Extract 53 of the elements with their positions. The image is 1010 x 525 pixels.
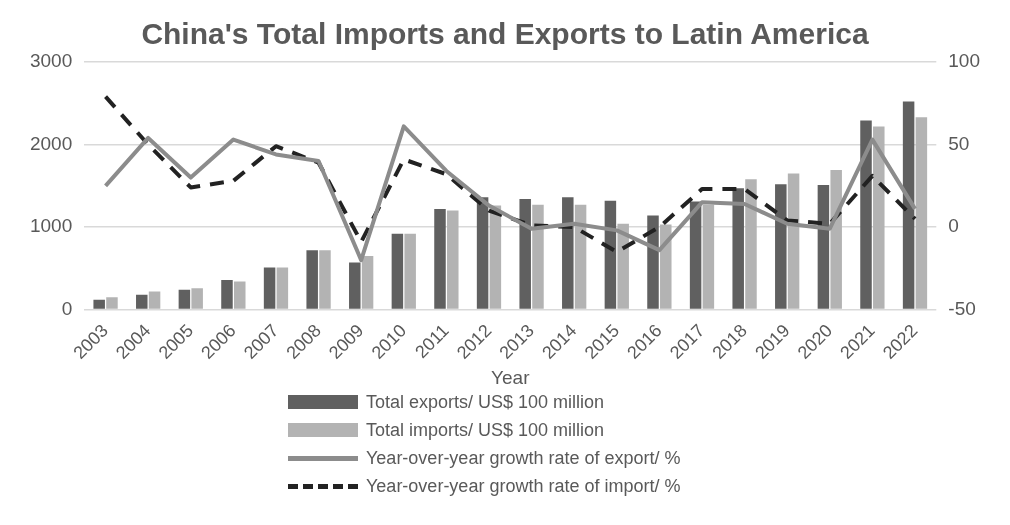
bar [775,184,787,309]
bar [136,294,148,309]
y-tick-label: 3000 [29,50,73,72]
bar [221,279,233,309]
bar [915,117,928,309]
bar [689,201,702,309]
bar [106,297,118,309]
legend-label: Total exports/ US$ 100 million [366,391,605,413]
bar [532,204,544,309]
bar [263,267,276,309]
chart-title: China's Total Imports and Exports to Latin America [141,17,869,51]
bar [860,120,872,309]
bar [148,291,161,309]
bar [276,267,289,309]
bar [519,199,531,309]
bar [361,255,374,309]
bar [349,262,361,309]
bar [562,197,574,309]
bar [434,208,446,309]
x-axis-title: Year [491,366,531,388]
bar [873,126,885,309]
bar [93,299,105,309]
y-tick-label: 2000 [29,132,73,154]
y2-tick-label: 0 [948,215,959,237]
bar [306,250,318,309]
y2-tick-label: -50 [948,297,976,319]
bar [902,101,915,309]
bar [191,288,203,309]
bar [830,170,842,309]
bar [660,224,672,309]
bar [817,184,830,309]
legend-label: Total imports/ US$ 100 million [366,419,605,441]
y2-tick-label: 50 [948,132,970,154]
bar [404,233,416,309]
bar [647,215,659,309]
bar [319,250,331,309]
bar [574,204,587,309]
bar [702,204,715,309]
bar [178,289,191,309]
bar [732,188,744,309]
y-tick-label: 1000 [29,215,73,237]
legend-label: Year-over-year growth rate of import/ % [366,475,681,497]
bar [787,173,800,309]
line-series [103,94,917,254]
y2-tick-label: 100 [948,50,980,72]
bar [447,210,459,309]
bar [745,179,757,309]
bar [234,281,246,309]
y-tick-label: 0 [61,297,73,319]
bar [617,223,629,309]
bar [476,197,489,309]
bar [391,233,404,309]
legend-label: Year-over-year growth rate of export/ % [366,447,681,469]
